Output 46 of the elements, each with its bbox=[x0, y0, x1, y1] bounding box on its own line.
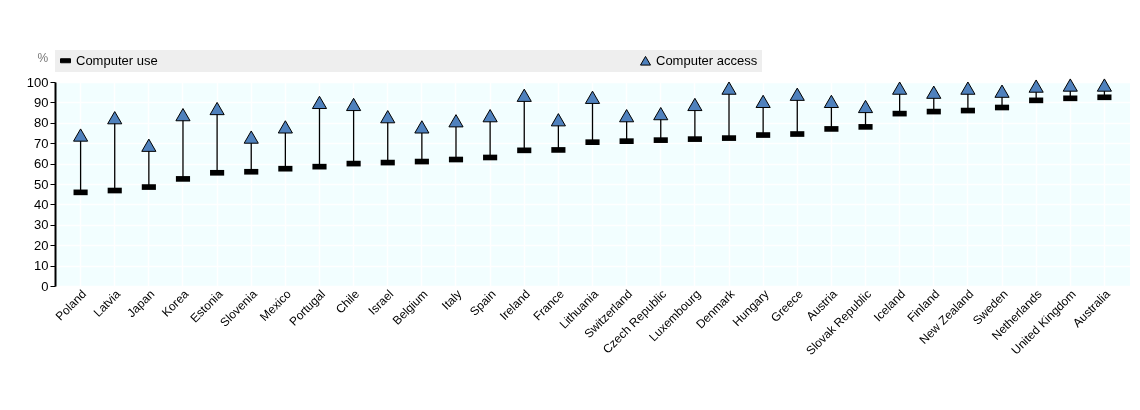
point bbox=[721, 81, 737, 95]
point bbox=[789, 87, 805, 101]
point bbox=[482, 109, 498, 123]
point bbox=[687, 97, 703, 112]
point bbox=[73, 128, 89, 142]
point bbox=[141, 138, 157, 152]
point bbox=[926, 85, 942, 99]
y-tick-label: 90 bbox=[34, 94, 49, 110]
y-tick-label: 80 bbox=[34, 115, 49, 131]
point bbox=[414, 120, 430, 134]
point bbox=[380, 110, 396, 124]
point bbox=[653, 107, 669, 121]
point bbox=[175, 108, 191, 122]
y-tick-label: 60 bbox=[34, 156, 49, 172]
point bbox=[892, 81, 908, 95]
y-tick-label: 0 bbox=[41, 278, 49, 294]
point bbox=[311, 95, 328, 110]
point bbox=[1062, 78, 1078, 92]
point bbox=[823, 94, 839, 108]
point bbox=[243, 130, 259, 144]
y-tick-label: 70 bbox=[34, 135, 49, 151]
point bbox=[1028, 79, 1044, 93]
point bbox=[960, 81, 976, 95]
point bbox=[1096, 78, 1112, 92]
point bbox=[550, 113, 566, 127]
point bbox=[516, 88, 532, 102]
point bbox=[277, 120, 293, 134]
point bbox=[107, 111, 123, 125]
point bbox=[755, 94, 771, 108]
legend-label: Computer access bbox=[656, 52, 758, 68]
point bbox=[584, 90, 601, 104]
point bbox=[619, 109, 635, 123]
x-tick-label: Italy bbox=[439, 287, 465, 313]
point bbox=[994, 84, 1010, 98]
y-tick-label: 50 bbox=[34, 176, 49, 192]
point bbox=[857, 99, 874, 114]
y-tick-label: 30 bbox=[34, 217, 49, 233]
legend-label: Computer use bbox=[76, 52, 158, 68]
point bbox=[209, 101, 225, 116]
y-tick-label: 40 bbox=[34, 196, 49, 212]
point bbox=[448, 114, 464, 128]
y-axis-title: % bbox=[37, 50, 49, 65]
y-tick-label: 20 bbox=[34, 237, 49, 253]
y-tick-label: 10 bbox=[34, 258, 49, 274]
point bbox=[346, 97, 362, 112]
y-tick-label: 100 bbox=[26, 74, 49, 90]
